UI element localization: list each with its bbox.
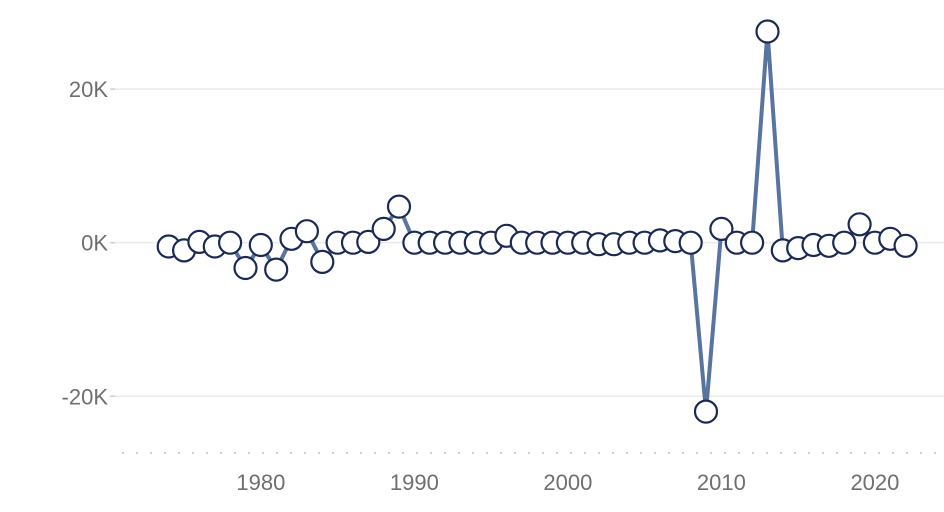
data-point-2009[interactable] <box>693 399 719 424</box>
x-tick-label: 1980 <box>236 470 285 495</box>
data-point-1979[interactable] <box>233 255 258 281</box>
y-axis: 20K 0K -20K <box>62 77 115 409</box>
data-point-2013[interactable] <box>755 19 780 44</box>
y-tick-label: 0K <box>81 231 108 256</box>
data-point-1984[interactable] <box>310 249 335 274</box>
data-point-1988[interactable] <box>371 216 396 241</box>
data-point-1980[interactable] <box>248 232 273 258</box>
x-tick-label: 1990 <box>390 470 439 495</box>
x-tick-label: 2000 <box>543 470 592 495</box>
data-point-1983[interactable] <box>294 219 319 244</box>
x-tick-label: 2020 <box>850 470 899 495</box>
y-tick-label: -20K <box>62 384 109 409</box>
x-tick-label: 2010 <box>697 470 746 495</box>
data-point-2008[interactable] <box>678 230 703 255</box>
data-point-2019[interactable] <box>847 212 872 237</box>
data-points <box>156 19 918 424</box>
x-axis: 1980 1990 2000 2010 2020 <box>122 452 944 495</box>
data-point-2022[interactable] <box>893 233 918 258</box>
data-point-1981[interactable] <box>264 257 289 282</box>
data-point-2018[interactable] <box>832 230 857 255</box>
data-point-2012[interactable] <box>739 230 765 255</box>
data-point-2010[interactable] <box>709 216 734 241</box>
data-point-1987[interactable] <box>356 229 381 254</box>
data-point-1978[interactable] <box>218 230 243 255</box>
y-tick-label: 20K <box>69 77 108 102</box>
data-point-1989[interactable] <box>386 194 412 219</box>
